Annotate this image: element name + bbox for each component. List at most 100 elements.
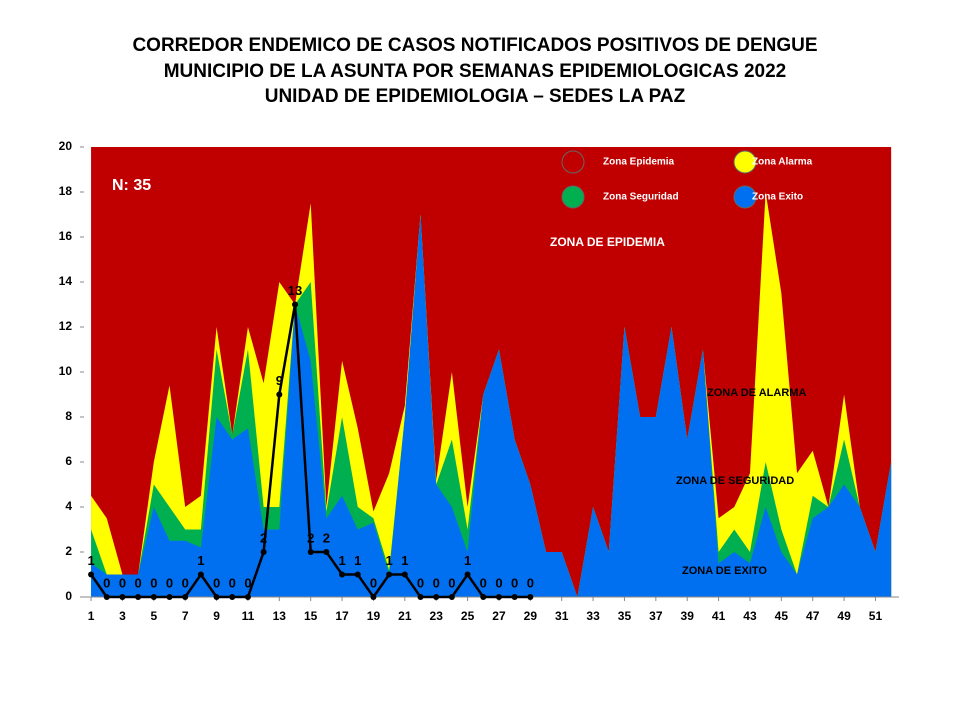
annotation: ZONA DE ALARMA: [707, 387, 806, 399]
y-tick-label: 4: [65, 499, 72, 513]
y-tick-label: 6: [65, 454, 72, 468]
case-point: [386, 571, 393, 578]
x-tick-label: 17: [335, 609, 349, 623]
data-label: 0: [448, 575, 455, 590]
data-label: 1: [354, 553, 361, 568]
case-point: [339, 571, 346, 578]
y-tick-label: 14: [59, 274, 73, 288]
data-label: 1: [87, 553, 94, 568]
case-point: [292, 301, 299, 308]
data-label: 0: [511, 575, 518, 590]
x-tick-label: 5: [150, 609, 157, 623]
case-point: [166, 594, 173, 600]
data-label: 13: [288, 283, 302, 298]
x-tick-label: 25: [461, 609, 475, 623]
x-tick-label: 15: [304, 609, 318, 623]
y-tick-label: 2: [65, 544, 72, 558]
legend-marker: [733, 185, 757, 209]
data-label: 0: [480, 575, 487, 590]
x-tick-label: 29: [524, 609, 538, 623]
annotation: ZONA DE SEGURIDAD: [676, 475, 794, 487]
case-point: [260, 549, 267, 555]
case-point: [464, 571, 471, 578]
x-tick-label: 47: [806, 609, 820, 623]
data-label: 0: [119, 575, 126, 590]
annotation: ZONA DE EXITO: [682, 565, 767, 577]
x-tick-label: 33: [586, 609, 600, 623]
x-tick-label: 51: [869, 609, 883, 623]
x-tick-label: 19: [367, 609, 381, 623]
case-point: [244, 594, 251, 600]
chart-title: UNIDAD DE EPIDEMIOLOGIA – SEDES LA PAZ: [265, 86, 686, 107]
x-tick-label: 39: [681, 609, 695, 623]
case-point: [323, 549, 330, 555]
x-tick-label: 21: [398, 609, 412, 623]
case-point: [150, 594, 157, 600]
data-label: 0: [244, 575, 251, 590]
y-tick-label: 8: [65, 409, 72, 423]
legend-label: Zona Seguridad: [603, 192, 679, 203]
case-point: [448, 594, 455, 600]
case-point: [527, 594, 534, 600]
x-tick-label: 3: [119, 609, 126, 623]
data-label: 1: [464, 553, 471, 568]
data-label: 0: [229, 575, 236, 590]
chart-title: MUNICIPIO DE LA ASUNTA POR SEMANAS EPIDE…: [164, 61, 787, 82]
data-label: 0: [182, 575, 189, 590]
x-tick-label: 43: [743, 609, 757, 623]
data-label: 0: [150, 575, 157, 590]
annotation: ZONA DE EPIDEMIA: [550, 235, 665, 249]
x-tick-label: 27: [492, 609, 506, 623]
x-tick-label: 13: [273, 609, 287, 623]
case-point: [433, 594, 440, 600]
x-tick-label: 35: [618, 609, 632, 623]
annotation: N: 35: [112, 177, 151, 194]
legend-marker: [733, 150, 757, 174]
case-point: [480, 594, 487, 600]
data-label: 0: [495, 575, 502, 590]
legend-label: Zona Alarma: [752, 157, 813, 168]
zone-area: [91, 214, 892, 597]
legend-label: Zona Exito: [752, 192, 803, 203]
case-point: [103, 594, 110, 600]
data-label: 2: [323, 530, 330, 545]
case-point: [197, 571, 204, 578]
data-label: 1: [401, 553, 408, 568]
case-point: [495, 594, 502, 600]
data-label: 0: [370, 575, 377, 590]
case-point: [370, 594, 377, 600]
data-label: 1: [386, 553, 393, 568]
case-point: [88, 571, 95, 578]
y-tick-label: 12: [59, 319, 73, 333]
data-label: 2: [260, 530, 267, 545]
data-label: 9: [276, 373, 283, 388]
data-label: 0: [417, 575, 424, 590]
x-tick-label: 11: [242, 609, 255, 623]
chart-title: CORREDOR ENDEMICO DE CASOS NOTIFICADOS P…: [132, 35, 817, 56]
y-tick-label: 10: [59, 364, 73, 378]
y-tick-label: 16: [59, 229, 73, 243]
x-tick-label: 45: [775, 609, 789, 623]
case-point: [135, 594, 142, 600]
x-tick-label: 37: [649, 609, 663, 623]
x-tick-label: 49: [837, 609, 851, 623]
data-label: 1: [338, 553, 345, 568]
case-point: [229, 594, 236, 600]
x-tick-label: 7: [182, 609, 189, 623]
case-point: [213, 594, 220, 600]
legend-marker: [561, 185, 585, 209]
data-label: 0: [433, 575, 440, 590]
case-point: [401, 571, 408, 578]
legend-marker: [561, 150, 585, 174]
case-point: [182, 594, 189, 600]
data-label: 1: [197, 553, 204, 568]
x-tick-label: 9: [213, 609, 220, 623]
case-point: [119, 594, 126, 600]
data-label: 2: [307, 530, 314, 545]
data-label: 0: [213, 575, 220, 590]
x-tick-label: 1: [88, 609, 95, 623]
case-point: [511, 594, 518, 600]
case-point: [307, 549, 314, 555]
x-tick-label: 41: [712, 609, 726, 623]
